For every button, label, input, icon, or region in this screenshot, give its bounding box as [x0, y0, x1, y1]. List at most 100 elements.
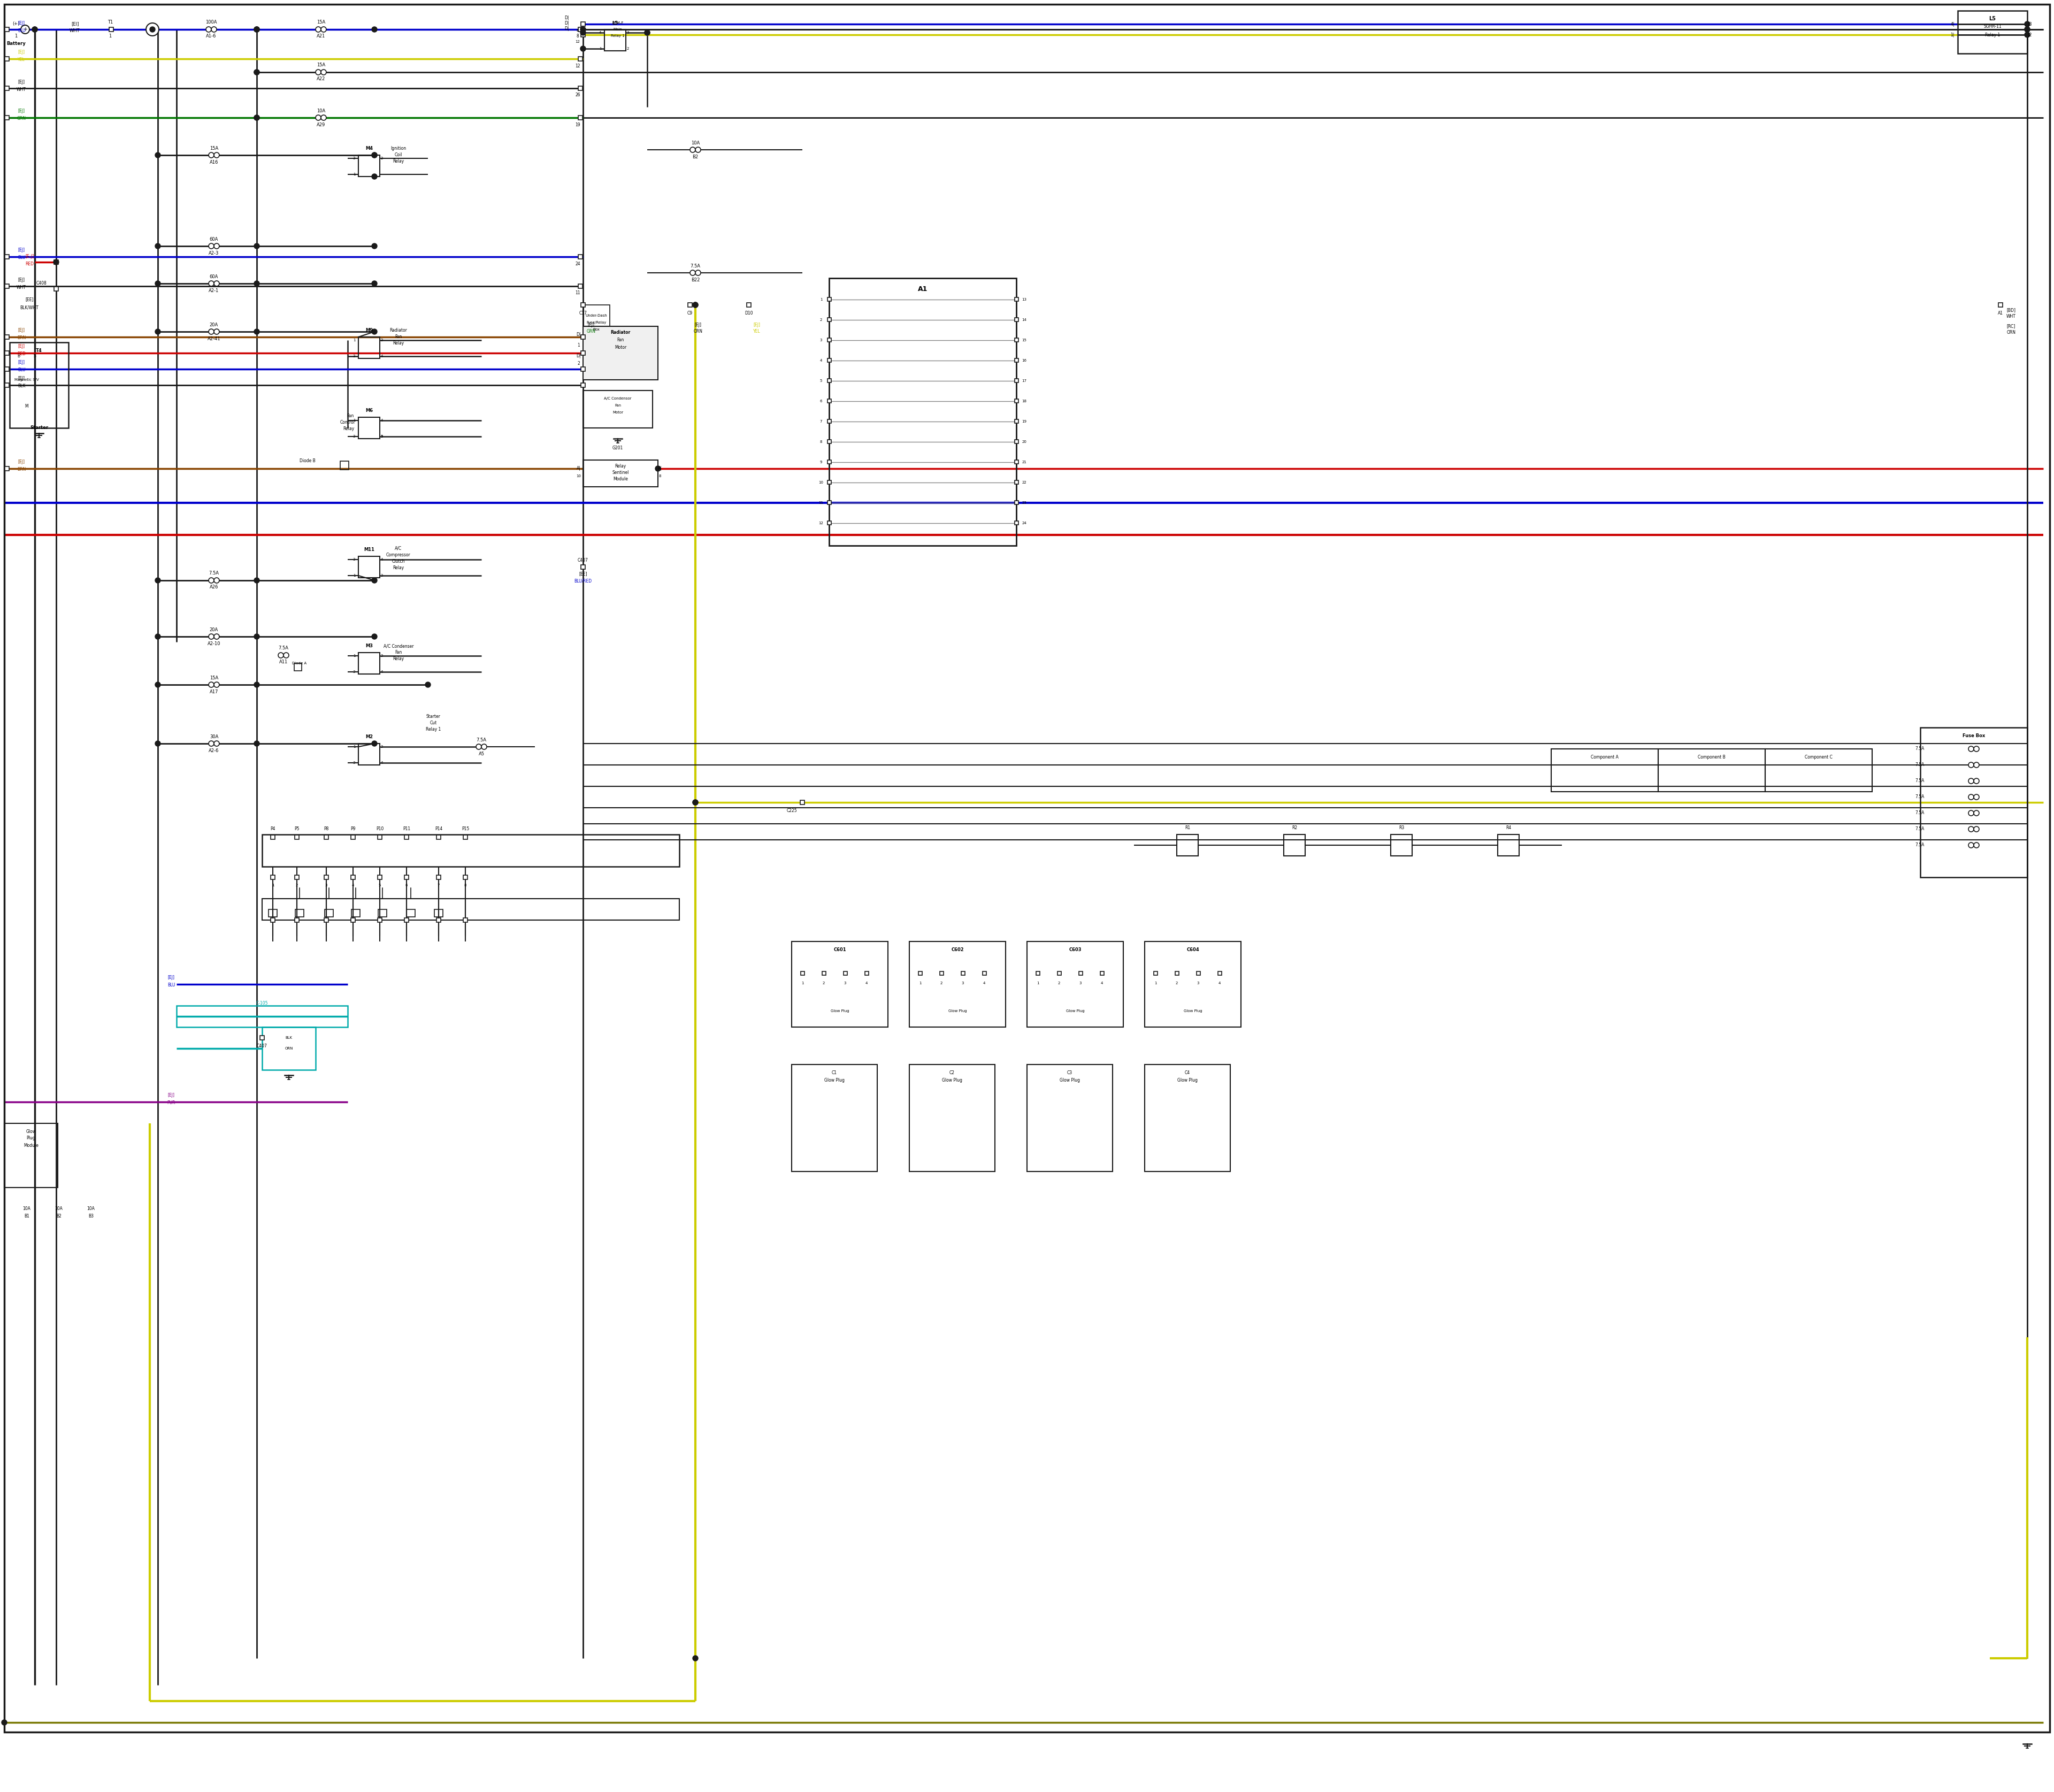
Text: 7.5A: 7.5A [477, 737, 487, 742]
Circle shape [1974, 810, 1980, 815]
Text: 12: 12 [820, 521, 824, 525]
Bar [109, 27, 113, 32]
Circle shape [205, 27, 212, 32]
Text: Relay: Relay [392, 340, 405, 346]
Text: BRN: BRN [16, 335, 27, 340]
Bar [910, 1064, 994, 1172]
Bar [433, 909, 444, 918]
Bar [910, 941, 1006, 1027]
Bar [1144, 1064, 1230, 1172]
Bar [822, 971, 826, 975]
Bar [1027, 1064, 1113, 1172]
Text: 2: 2 [1175, 982, 1177, 986]
Text: Plug: Plug [27, 1136, 35, 1142]
Text: [E-J]: [E-J] [25, 254, 33, 260]
Bar [1015, 419, 1019, 423]
Text: 6: 6 [405, 883, 409, 887]
Circle shape [255, 281, 259, 287]
Bar [294, 918, 300, 923]
Bar [435, 835, 442, 839]
Text: [RC]: [RC] [2007, 324, 2015, 328]
Text: ORN: ORN [286, 1047, 294, 1050]
Circle shape [255, 244, 259, 249]
Text: 15: 15 [1023, 339, 1027, 342]
Bar [828, 317, 832, 321]
Bar [801, 801, 805, 805]
Bar [1144, 941, 1241, 1027]
Text: 3: 3 [844, 982, 846, 986]
Circle shape [372, 577, 378, 582]
Bar [325, 835, 329, 839]
Text: C9: C9 [688, 310, 692, 315]
Circle shape [146, 23, 158, 36]
Text: 20: 20 [1023, 441, 1027, 443]
Bar [435, 918, 442, 923]
Text: WHT: WHT [2007, 314, 2015, 319]
Circle shape [692, 799, 698, 805]
Bar [583, 326, 657, 380]
Text: [EE]: [EE] [25, 297, 33, 303]
Bar [357, 418, 380, 439]
Circle shape [255, 27, 259, 32]
Bar [828, 339, 832, 342]
Text: Radiator: Radiator [610, 330, 631, 335]
Bar [296, 909, 304, 918]
Text: 10A: 10A [690, 140, 700, 145]
Text: (+): (+) [12, 22, 21, 27]
Circle shape [2025, 32, 2029, 38]
Bar [865, 971, 869, 975]
Circle shape [692, 799, 698, 805]
Text: Fan: Fan [394, 650, 403, 656]
Text: Relay 1: Relay 1 [1984, 32, 2001, 38]
Bar [1015, 400, 1019, 403]
Text: 4: 4 [1101, 982, 1103, 986]
Text: 60A: 60A [210, 274, 218, 280]
Bar [378, 874, 382, 880]
Text: [EJ]: [EJ] [694, 323, 702, 328]
Text: B2: B2 [692, 154, 698, 159]
Text: A17: A17 [210, 690, 218, 694]
Text: BRN: BRN [16, 468, 27, 471]
Text: 16: 16 [1023, 358, 1027, 362]
Text: ORN: ORN [2007, 330, 2015, 335]
Text: [EJ]: [EJ] [587, 323, 594, 328]
Bar [464, 918, 468, 923]
Bar [10, 342, 68, 428]
Bar [828, 297, 832, 301]
Text: Sentinel: Sentinel [612, 471, 629, 475]
Text: 12: 12 [575, 63, 579, 68]
Text: 1: 1 [600, 47, 602, 50]
Text: 4: 4 [600, 30, 602, 34]
Text: C17: C17 [579, 310, 587, 315]
Text: A2-6: A2-6 [210, 747, 220, 753]
Bar [4, 335, 8, 339]
Text: P5: P5 [294, 826, 300, 831]
Circle shape [477, 744, 481, 749]
Text: [BD]: [BD] [2007, 308, 2015, 312]
Circle shape [1968, 745, 1974, 751]
Text: Diode B: Diode B [300, 459, 316, 464]
Bar [579, 115, 583, 120]
Bar [604, 29, 626, 50]
Text: A29: A29 [316, 122, 325, 127]
Bar [263, 835, 680, 867]
Circle shape [156, 740, 160, 745]
Circle shape [255, 115, 259, 120]
Bar [1015, 339, 1019, 342]
Bar [581, 335, 585, 339]
Circle shape [581, 30, 585, 36]
Bar [1027, 941, 1124, 1027]
Circle shape [696, 147, 700, 152]
Text: 4: 4 [865, 982, 867, 986]
Bar [464, 874, 468, 880]
Text: 8: 8 [577, 34, 579, 39]
Text: Glow Plug: Glow Plug [1183, 1009, 1202, 1012]
Text: BLU/RED: BLU/RED [575, 579, 592, 584]
Bar [4, 351, 8, 355]
Text: 24: 24 [575, 262, 581, 267]
Text: R4: R4 [1506, 826, 1512, 830]
Text: C408: C408 [37, 281, 47, 287]
Text: 14: 14 [1023, 319, 1027, 321]
Circle shape [210, 683, 214, 688]
Circle shape [645, 30, 649, 36]
